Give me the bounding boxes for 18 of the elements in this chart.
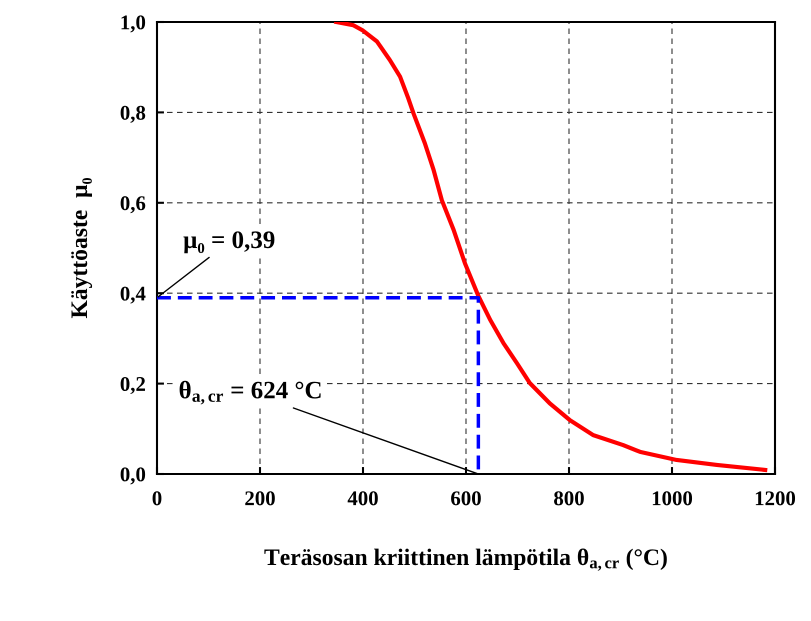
annotation: θ$_{a,cr}$ = 624 °C <box>180 380 321 404</box>
x-tick-label: 200 <box>245 491 275 506</box>
x-tick-label: 400 <box>348 491 378 506</box>
x-tick-label: 0 <box>152 491 162 506</box>
line-series <box>334 22 768 472</box>
y-tick-label: 0,4 <box>120 286 146 304</box>
x-axis-title: Teräsosan kriittinen lämpötila θ$_{a,cr}$ (°C) <box>264 548 667 571</box>
y-tick-label: 1,0 <box>122 15 146 32</box>
y-tick-label: 0,0 <box>120 467 146 484</box>
x-tick-label: 800 <box>554 491 584 506</box>
y-tick-label: 0,6 <box>120 196 146 214</box>
y-tick-label: 0,2 <box>120 376 145 394</box>
x-tick-label: 600 <box>451 491 481 506</box>
x-tick-label: 1200 <box>756 491 796 506</box>
y-tick-label: 0,8 <box>120 106 146 123</box>
y-axis-title: Käyttöaste μ₀ <box>71 178 92 318</box>
annotation: μ₀ = 0,39 <box>183 231 274 254</box>
x-tick-label: 1000 <box>652 491 692 506</box>
